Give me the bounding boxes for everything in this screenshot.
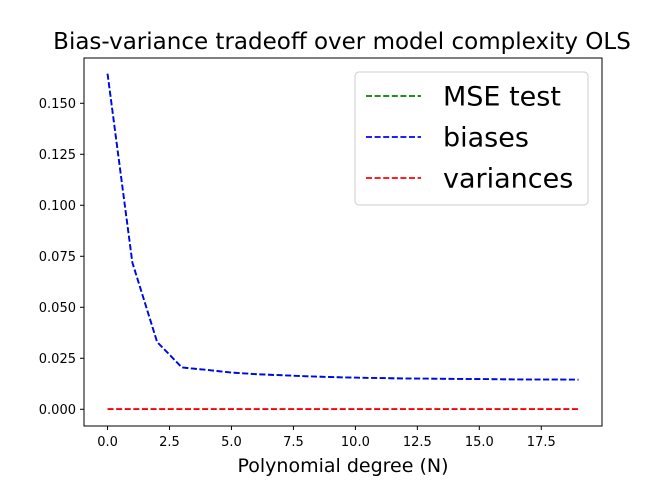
legend: MSE test biases variances (354, 71, 589, 206)
x-tick-label: 7.5 (283, 435, 304, 450)
legend-label-biases: biases (443, 123, 529, 154)
legend-label-variances: variances (443, 164, 573, 195)
plot-area-frame (83, 57, 603, 427)
x-tick-label: 15.0 (465, 435, 494, 450)
legend-box (354, 71, 589, 206)
y-tick-label: 0.125 (39, 148, 76, 163)
series-lines (106, 73, 579, 410)
x-tick-label: 12.5 (403, 435, 432, 450)
x-tick-label: 0.0 (97, 435, 118, 450)
x-axis-label: Polynomial degree (N) (237, 455, 448, 477)
x-tick-label: 17.5 (527, 435, 556, 450)
chart-title: Bias-variance tradeoff over model comple… (53, 29, 631, 55)
x-tick-label: 2.5 (159, 435, 180, 450)
y-tick-label: 0.150 (39, 97, 76, 112)
y-tick-label: 0.100 (39, 199, 76, 214)
y-tick-label: 0.025 (39, 352, 76, 367)
x-axis-ticks: 0.0 2.5 5.0 7.5 10.0 12.5 15.0 17.5 (97, 426, 556, 450)
y-tick-label: 0.075 (39, 250, 76, 265)
legend-label-mse-test: MSE test (443, 82, 561, 113)
series-line-biases (106, 73, 579, 381)
y-tick-label: 0.050 (39, 301, 76, 316)
x-tick-label: 10.0 (341, 435, 370, 450)
y-axis-ticks: 0.000 0.025 0.050 0.075 0.100 0.125 0.150 (39, 97, 84, 418)
y-tick-label: 0.000 (39, 403, 76, 418)
x-tick-label: 5.0 (221, 435, 242, 450)
